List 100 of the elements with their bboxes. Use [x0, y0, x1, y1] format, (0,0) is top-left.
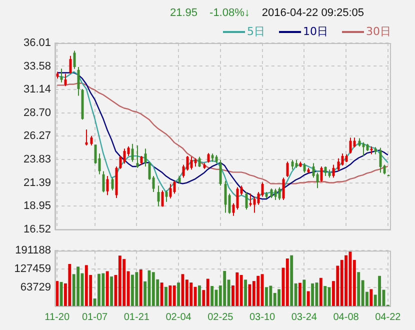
y-tick-label: 21.39	[23, 176, 51, 189]
y-tick-label: 23.83	[23, 154, 51, 166]
bar	[236, 272, 239, 306]
candlestick	[207, 152, 210, 164]
bar	[110, 276, 113, 306]
bar	[298, 282, 302, 306]
candlestick	[236, 186, 239, 210]
candlestick	[90, 135, 93, 146]
y-tick-label: 26.27	[23, 130, 51, 142]
candlestick	[219, 159, 222, 186]
text: 2016-04-22 09:25:05	[262, 7, 364, 19]
bar	[324, 286, 327, 306]
bar	[223, 270, 226, 306]
bar	[306, 291, 310, 306]
bar	[172, 285, 176, 306]
y-tick-label: 28.70	[23, 106, 51, 119]
x-tick-label: 03-24	[291, 312, 318, 323]
bar	[210, 286, 214, 306]
candlestick	[131, 143, 134, 162]
candlestick	[337, 158, 340, 171]
bar	[344, 255, 348, 306]
candlestick	[85, 128, 88, 146]
candlestick	[77, 66, 80, 96]
candlestick	[157, 185, 160, 207]
bar	[206, 278, 210, 306]
candlestick	[60, 68, 63, 83]
y-tick-label: 31.14	[23, 84, 51, 96]
candlestick	[102, 170, 105, 193]
x-tick-label: 03-10	[249, 312, 276, 323]
candlestick	[119, 155, 122, 170]
candlestick	[379, 147, 382, 174]
x-tick-label: 04-08	[333, 312, 360, 323]
bar	[106, 271, 109, 306]
bar	[290, 255, 294, 306]
y-tick-label: 33.58	[23, 60, 51, 72]
candlestick	[173, 180, 176, 194]
bar	[118, 256, 122, 306]
candlestick	[324, 166, 327, 176]
bar	[256, 276, 260, 306]
candlestick	[291, 159, 294, 170]
bar	[278, 289, 280, 306]
bar	[68, 264, 72, 306]
candlestick	[123, 148, 126, 164]
bar	[131, 274, 134, 306]
bar	[286, 258, 289, 306]
y-tick-label: 18.95	[23, 200, 51, 212]
bar	[302, 280, 306, 306]
bar	[152, 272, 155, 306]
candlestick	[190, 156, 193, 170]
bar	[265, 287, 268, 306]
candlestick	[198, 156, 201, 168]
candlestick	[282, 177, 285, 200]
candlestick	[69, 55, 72, 74]
candlestick	[362, 142, 365, 156]
bar	[177, 282, 180, 306]
bar	[164, 286, 168, 306]
text: -1.08%↓	[210, 7, 250, 19]
bar	[198, 285, 201, 306]
legend-label: 10日	[303, 24, 328, 39]
x-tick-label: 04-22	[375, 312, 402, 323]
x-tick-label: 02-25	[208, 312, 234, 323]
y-tick-label: 127459	[14, 263, 51, 276]
x-tick-label: 01-07	[82, 312, 108, 323]
bar	[84, 265, 88, 306]
candlestick	[106, 176, 109, 196]
candlestick	[332, 164, 335, 178]
x-tick-label: 02-04	[166, 312, 192, 323]
bar	[190, 282, 193, 306]
candlestick	[136, 144, 139, 168]
bar	[244, 280, 247, 306]
bar	[357, 272, 360, 306]
candlestick	[286, 161, 289, 178]
bar	[122, 259, 126, 306]
bar	[102, 273, 105, 306]
bar	[240, 274, 243, 306]
candlestick	[64, 73, 67, 87]
candlestick	[278, 186, 281, 200]
candlestick	[169, 183, 172, 199]
candlestick	[73, 50, 76, 70]
legend-label: 30日	[366, 24, 391, 39]
bar	[319, 278, 322, 306]
candlestick	[341, 153, 344, 166]
candlestick	[274, 188, 277, 200]
bar	[340, 260, 344, 306]
bar	[139, 269, 142, 306]
x-tick-label: 11-20	[44, 312, 70, 323]
y-tick-label: 63729	[20, 282, 51, 294]
bar	[168, 285, 172, 306]
candlestick	[249, 193, 252, 207]
candlestick	[270, 188, 273, 199]
candlestick	[320, 166, 323, 182]
bar	[370, 289, 373, 306]
bar	[76, 266, 80, 306]
bar	[269, 286, 272, 306]
y-tick-label: 191188	[15, 244, 51, 257]
bar	[135, 272, 138, 306]
candlestick	[165, 190, 168, 202]
bar	[378, 276, 381, 306]
candlestick	[161, 190, 164, 208]
candlestick	[349, 137, 352, 154]
